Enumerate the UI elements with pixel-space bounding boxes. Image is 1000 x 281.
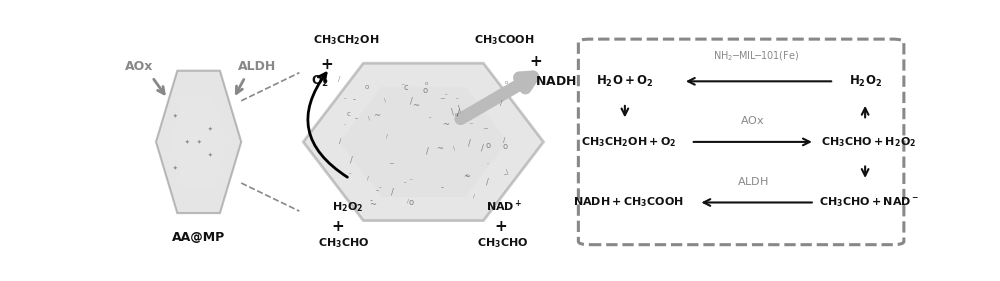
Text: /: /: [500, 100, 503, 106]
Text: /: /: [503, 137, 506, 143]
Text: /: /: [407, 199, 409, 204]
Text: ~: ~: [436, 144, 443, 153]
Text: ✦: ✦: [185, 139, 189, 144]
Text: $\mathbf{CH_3CH_2OH}$: $\mathbf{CH_3CH_2OH}$: [313, 33, 379, 47]
Text: /: /: [391, 187, 394, 196]
Text: AOx: AOx: [125, 60, 153, 73]
Text: o: o: [505, 80, 509, 85]
Text: $\mathbf{NAD^+}$: $\mathbf{NAD^+}$: [486, 199, 523, 214]
Text: ~: ~: [389, 161, 395, 167]
Text: /: /: [410, 97, 413, 106]
Text: $\mathbf{CH_3CHO + H_2O_2}$: $\mathbf{CH_3CHO + H_2O_2}$: [821, 135, 917, 149]
Text: -: -: [378, 184, 381, 190]
Text: c: c: [347, 111, 351, 117]
Text: -: -: [349, 170, 351, 176]
Polygon shape: [156, 71, 241, 213]
Text: /: /: [386, 134, 387, 139]
Text: +: +: [529, 54, 542, 69]
Text: -: -: [429, 114, 432, 120]
Text: -: -: [404, 179, 406, 185]
Text: ALDH: ALDH: [238, 60, 276, 73]
FancyBboxPatch shape: [578, 39, 904, 245]
Text: \: \: [368, 115, 370, 120]
Text: ~: ~: [439, 96, 445, 103]
Text: $\mathbf{CH_3CHO}$: $\mathbf{CH_3CHO}$: [318, 237, 369, 250]
Text: ✦: ✦: [196, 139, 201, 144]
Text: /: /: [481, 144, 484, 153]
Text: -: -: [369, 196, 372, 205]
Text: ~: ~: [400, 82, 405, 87]
Text: +: +: [331, 219, 344, 234]
Text: $\mathbf{H_2O_2}$: $\mathbf{H_2O_2}$: [849, 74, 882, 89]
Text: -: -: [353, 95, 356, 104]
Text: o: o: [409, 198, 414, 207]
Text: -: -: [375, 186, 378, 195]
Text: -: -: [343, 95, 346, 101]
Text: -: -: [410, 176, 412, 182]
Text: ✦: ✦: [173, 114, 178, 118]
Text: $\mathbf{O_2}$: $\mathbf{O_2}$: [311, 74, 329, 89]
Text: o: o: [364, 84, 369, 90]
Text: ~: ~: [412, 101, 419, 110]
Text: o: o: [422, 85, 427, 94]
Text: o: o: [502, 142, 507, 151]
Text: -: -: [504, 170, 507, 179]
Text: -: -: [354, 114, 357, 123]
Text: -: -: [456, 95, 458, 101]
Text: $\mathbf{NADH + CH_3COOH}$: $\mathbf{NADH + CH_3COOH}$: [573, 196, 684, 209]
Text: $\mathbf{H_2O + O_2}$: $\mathbf{H_2O + O_2}$: [596, 74, 654, 89]
Text: \: \: [451, 107, 454, 117]
Text: ~: ~: [373, 110, 380, 119]
Text: -: -: [344, 122, 346, 127]
Text: AA@MP: AA@MP: [172, 231, 225, 244]
Text: ~: ~: [442, 121, 449, 130]
Text: /: /: [426, 146, 429, 155]
Text: /: /: [350, 155, 353, 164]
Text: o: o: [486, 141, 491, 150]
Text: $\mathbf{NADH}$: $\mathbf{NADH}$: [535, 75, 577, 88]
Text: /: /: [338, 76, 341, 82]
Text: ~: ~: [369, 200, 376, 209]
Text: \: \: [453, 146, 455, 151]
Text: o: o: [425, 81, 429, 86]
Text: ~: ~: [463, 172, 470, 181]
Text: /: /: [457, 108, 460, 117]
Text: $\mathbf{CH_3CHO}$: $\mathbf{CH_3CHO}$: [477, 237, 529, 250]
Text: +: +: [494, 219, 507, 234]
Polygon shape: [303, 63, 544, 221]
Text: /: /: [486, 177, 489, 186]
Text: /: /: [473, 194, 475, 199]
Text: $\mathrm{NH_2\!\!-\!\!MIL\!\!-\!\!101(Fe)}$: $\mathrm{NH_2\!\!-\!\!MIL\!\!-\!\!101(Fe…: [713, 50, 800, 63]
Text: -: -: [487, 162, 489, 167]
Text: o: o: [455, 112, 458, 117]
Text: /: /: [367, 175, 369, 180]
Text: ~: ~: [468, 121, 473, 126]
Text: ✦: ✦: [208, 126, 213, 132]
Text: ✦: ✦: [208, 152, 213, 157]
Polygon shape: [339, 87, 507, 197]
Text: $\mathrm{ALDH}$: $\mathrm{ALDH}$: [737, 175, 769, 187]
Text: -: -: [441, 183, 444, 192]
Text: +: +: [320, 56, 333, 71]
Text: $\mathrm{AOx}$: $\mathrm{AOx}$: [740, 114, 765, 126]
Text: /: /: [339, 137, 342, 144]
Text: \: \: [458, 104, 461, 113]
Text: $\mathbf{H_2O_2}$: $\mathbf{H_2O_2}$: [332, 200, 364, 214]
Polygon shape: [171, 96, 226, 188]
Text: c: c: [403, 83, 408, 92]
Text: /: /: [468, 138, 470, 147]
Text: $\mathbf{CH_3CHO + NAD^-}$: $\mathbf{CH_3CHO + NAD^-}$: [819, 196, 919, 209]
Text: -: -: [445, 92, 447, 98]
Text: $\mathbf{CH_3COOH}$: $\mathbf{CH_3COOH}$: [474, 33, 535, 47]
Text: ~: ~: [482, 126, 488, 132]
Text: \: \: [506, 169, 508, 175]
Text: c: c: [466, 173, 469, 178]
Text: \: \: [384, 98, 386, 103]
Text: $\mathbf{CH_3CH_2OH + O_2}$: $\mathbf{CH_3CH_2OH + O_2}$: [581, 135, 676, 149]
Text: ✦: ✦: [173, 166, 178, 170]
